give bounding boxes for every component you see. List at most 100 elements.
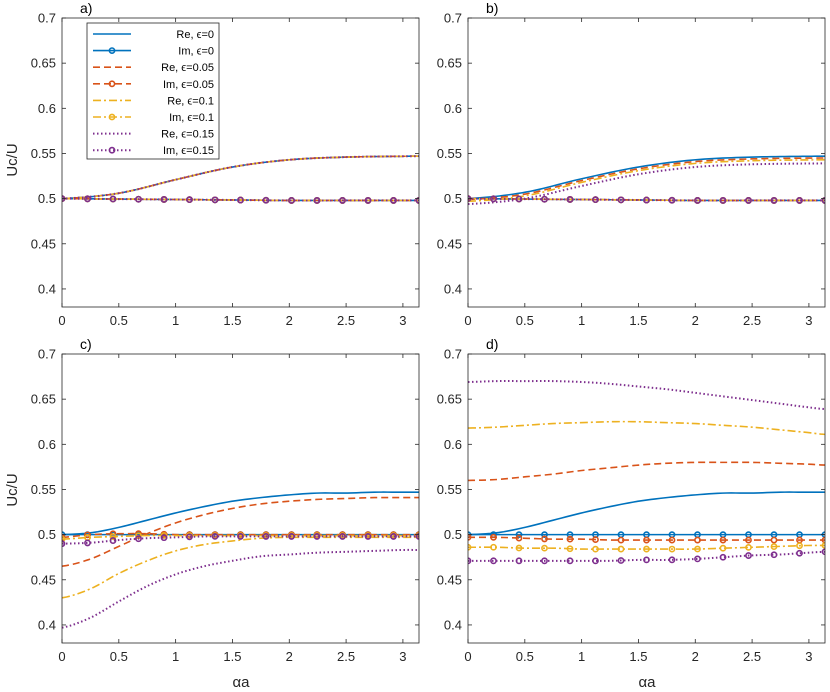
legend-marker-im0 bbox=[108, 47, 116, 54]
legend-label: Re, ϵ=0 bbox=[176, 29, 214, 41]
x-tick-label: 1.5 bbox=[629, 649, 647, 664]
series-marker-im015 bbox=[515, 195, 523, 203]
series-marker-im015 bbox=[745, 552, 752, 559]
legend-label: Im, ϵ=0 bbox=[178, 46, 214, 58]
series-marker-im01 bbox=[643, 545, 650, 553]
series-marker-im015 bbox=[770, 197, 778, 204]
series-marker-im01 bbox=[515, 544, 523, 552]
series-marker-im005 bbox=[770, 536, 778, 544]
x-tick-label: 1 bbox=[172, 313, 179, 328]
series-marker-im015 bbox=[541, 557, 548, 565]
y-tick-label: 0.6 bbox=[444, 101, 462, 116]
x-tick-label: 1 bbox=[578, 313, 585, 328]
series-line-im005 bbox=[468, 536, 825, 541]
series-marker-im01 bbox=[617, 545, 625, 553]
series-marker-im01 bbox=[668, 545, 676, 553]
y-tick-label: 0.45 bbox=[437, 236, 462, 251]
x-tick-label: 2 bbox=[692, 313, 699, 328]
series-line-re005 bbox=[62, 496, 419, 568]
series-marker-im01 bbox=[694, 545, 701, 553]
series-marker-im015 bbox=[262, 196, 270, 204]
series-marker-im015 bbox=[313, 533, 321, 540]
y-tick-label: 0.5 bbox=[38, 527, 56, 542]
series-line-re015 bbox=[468, 162, 825, 206]
series-marker-im015 bbox=[541, 195, 548, 203]
y-tick-label: 0.5 bbox=[38, 191, 56, 206]
y-tick-label: 0.55 bbox=[31, 482, 56, 497]
legend-box bbox=[86, 22, 220, 160]
series-marker-im015 bbox=[288, 197, 295, 204]
x-tick-label: 2.5 bbox=[743, 313, 761, 328]
panel-title: d) bbox=[486, 336, 498, 352]
series-marker-im005 bbox=[84, 531, 91, 539]
y-tick-label: 0.7 bbox=[444, 347, 462, 362]
legend-marker-im005 bbox=[108, 80, 116, 88]
series-marker-im01 bbox=[468, 543, 472, 551]
y-tick-label: 0.45 bbox=[31, 236, 56, 251]
series-marker-im015 bbox=[237, 533, 244, 540]
x-tick-label: 2.5 bbox=[743, 649, 761, 664]
series-line-re005 bbox=[468, 157, 825, 201]
y-axis-label-bottom: Uc/U bbox=[4, 473, 21, 506]
y-tick-label: 0.4 bbox=[444, 281, 462, 296]
legend-marker-im01 bbox=[108, 113, 116, 121]
series-marker-im005 bbox=[668, 536, 676, 544]
series-line-re01 bbox=[62, 536, 419, 599]
series-marker-im015 bbox=[390, 197, 397, 204]
y-tick-label: 0.55 bbox=[437, 482, 462, 497]
legend-label: Re, ϵ=0.05 bbox=[161, 62, 214, 74]
x-tick-label: 1.5 bbox=[223, 649, 241, 664]
series-marker-im005 bbox=[694, 536, 701, 544]
y-tick-label: 0.65 bbox=[437, 392, 462, 407]
axes-frame bbox=[467, 353, 826, 644]
series-marker-im015 bbox=[339, 533, 346, 540]
panel-title: c) bbox=[80, 336, 92, 352]
series-marker-im015 bbox=[694, 555, 701, 563]
series-marker-im005 bbox=[719, 536, 727, 544]
x-axis-label-left: αa bbox=[232, 674, 250, 691]
legend: Re, ϵ=0 Im, ϵ=0 Re, ϵ=0.05 Im, ϵ=0.05 Re, ϵ=… bbox=[86, 22, 220, 160]
x-tick-label: 0 bbox=[464, 313, 471, 328]
series-marker-im015 bbox=[668, 556, 676, 564]
series-line-im01 bbox=[62, 197, 419, 202]
x-tick-label: 0 bbox=[58, 649, 65, 664]
series-line-im01 bbox=[468, 197, 825, 202]
series-marker-im015 bbox=[364, 197, 372, 204]
series-marker-im01 bbox=[719, 544, 727, 552]
x-tick-label: 0 bbox=[58, 313, 65, 328]
series-line-im01 bbox=[62, 534, 419, 540]
series-line-re005 bbox=[468, 461, 825, 482]
y-tick-label: 0.55 bbox=[437, 146, 462, 161]
series-marker-im015 bbox=[288, 533, 295, 540]
y-tick-label: 0.65 bbox=[31, 56, 56, 71]
y-tick-label: 0.55 bbox=[31, 146, 56, 161]
series-marker-im015 bbox=[745, 197, 752, 204]
series-line-re01 bbox=[62, 155, 419, 200]
series-line-re01 bbox=[468, 420, 825, 436]
series-marker-im01 bbox=[541, 544, 548, 552]
y-axis-label-top: Uc/U bbox=[4, 143, 21, 176]
axes-frame bbox=[467, 17, 826, 308]
series-marker-im015 bbox=[592, 557, 599, 565]
y-tick-label: 0.7 bbox=[444, 11, 462, 26]
y-tick-label: 0.45 bbox=[437, 572, 462, 587]
x-axis-label-right: αa bbox=[638, 674, 656, 691]
legend-label: Re, ϵ=0.15 bbox=[161, 129, 214, 141]
series-marker-im015 bbox=[643, 556, 650, 564]
legend-label: Im, ϵ=0.05 bbox=[163, 79, 214, 91]
series-marker-im01 bbox=[490, 543, 497, 551]
series-marker-im015 bbox=[694, 197, 701, 204]
series-marker-im015 bbox=[135, 195, 142, 203]
y-tick-label: 0.65 bbox=[31, 392, 56, 407]
series-marker-im015 bbox=[468, 557, 472, 565]
series-marker-im015 bbox=[135, 535, 142, 543]
panel-b: 0 0.5 1 1.5 2 2.5 3 0.4 0.45 0.5 0.55 0.6 0.65 0.7 b) bbox=[437, 0, 826, 328]
series-marker-im015 bbox=[211, 196, 219, 204]
y-tick-label: 0.7 bbox=[38, 347, 56, 362]
series-marker-im015 bbox=[160, 196, 168, 203]
panel-title: b) bbox=[486, 0, 498, 16]
y-tick-label: 0.6 bbox=[38, 101, 56, 116]
x-tick-label: 2 bbox=[286, 313, 293, 328]
series-marker-im005 bbox=[821, 536, 825, 544]
series-line-re0 bbox=[62, 491, 419, 536]
